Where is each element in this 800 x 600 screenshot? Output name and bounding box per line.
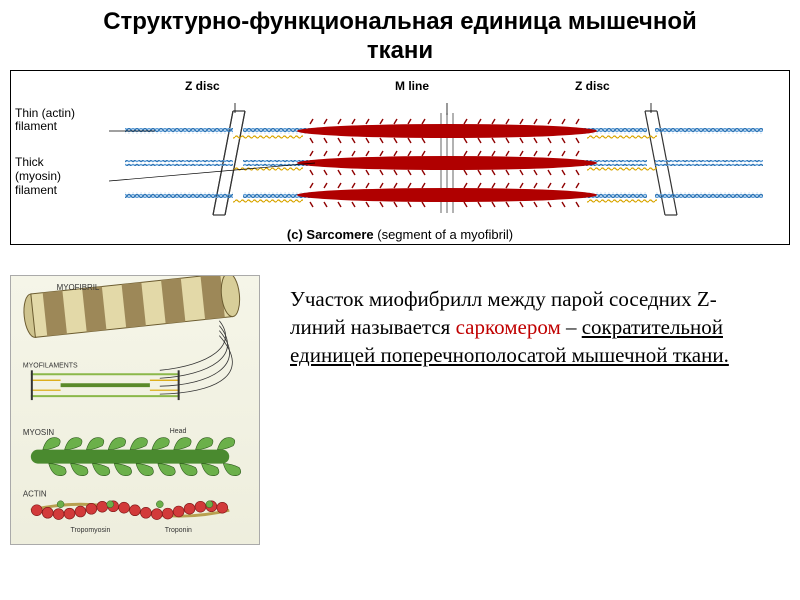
zdisc-label-right: Z disc xyxy=(575,79,610,93)
head-label: Head xyxy=(170,427,187,434)
sarcomere-svg xyxy=(105,103,785,223)
mline-label: M line xyxy=(395,79,429,93)
myosin-label: MYOSIN xyxy=(23,427,55,436)
tropomyosin-label: Tropomyosin xyxy=(71,527,111,534)
myofibril-art: MYOFIBRIL MYOFILAMENTS MYOSIN Head xyxy=(10,275,260,545)
troponin-label: Troponin xyxy=(165,527,192,534)
myofilaments-label: MYOFILAMENTS xyxy=(23,362,78,369)
sarcomere-term: саркомером xyxy=(456,315,561,339)
title-line1: Структурно-функциональная единица мышечн… xyxy=(20,8,780,37)
thin-filament-label: Thin (actin)filament xyxy=(15,107,75,135)
actin-label: ACTIN xyxy=(23,489,47,498)
myofibril-label: MYOFIBRIL xyxy=(57,283,100,292)
sarcomere-diagram: Z disc M line Z disc Thin (actin)filamen… xyxy=(10,70,790,245)
sarcomere-caption: (c) Sarcomere (segment of a myofibril) xyxy=(15,227,785,242)
zdisc-label-left: Z disc xyxy=(185,79,220,93)
title-line2: ткани xyxy=(20,37,780,66)
thick-filament-label: Thick(myosin)filament xyxy=(15,156,75,197)
body-paragraph: Участок миофибрилл между парой соседних … xyxy=(290,285,770,370)
